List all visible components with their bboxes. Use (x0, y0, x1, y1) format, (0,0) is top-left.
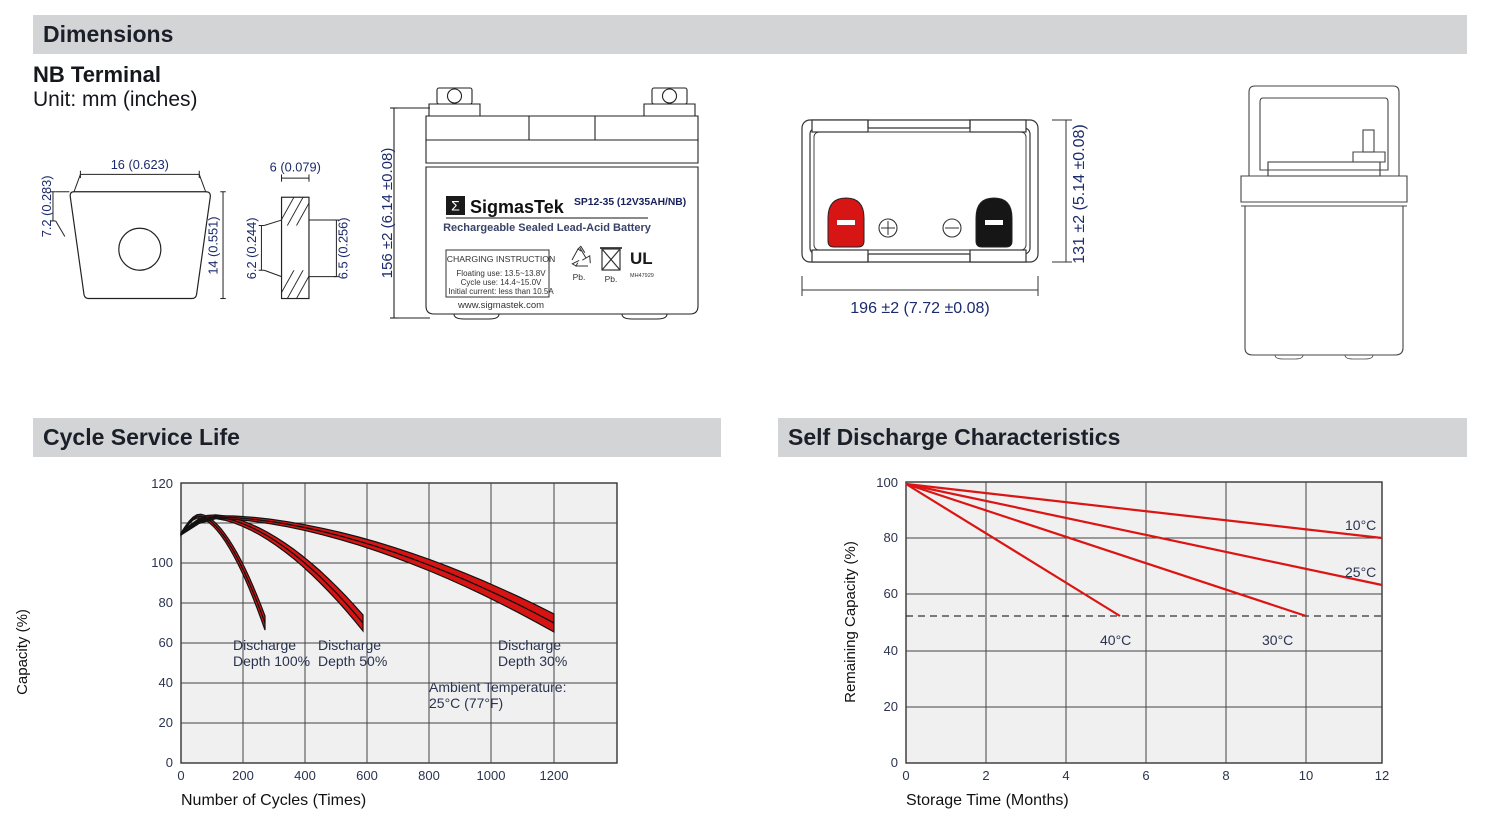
svg-text:Remaining Capacity (%): Remaining Capacity (%) (842, 541, 859, 703)
svg-text:20: 20 (884, 699, 898, 714)
svg-text:80: 80 (884, 530, 898, 545)
svg-text:0: 0 (891, 755, 898, 770)
svg-text:Storage Time (Months): Storage Time (Months) (906, 792, 1069, 809)
svg-text:10°C: 10°C (1345, 517, 1376, 533)
svg-text:12: 12 (1375, 768, 1389, 783)
svg-text:100: 100 (876, 475, 898, 490)
svg-text:6: 6 (1142, 768, 1149, 783)
svg-text:40°C: 40°C (1100, 632, 1131, 648)
svg-text:0: 0 (902, 768, 909, 783)
svg-text:60: 60 (884, 586, 898, 601)
svg-text:4: 4 (1062, 768, 1069, 783)
svg-text:25°C: 25°C (1345, 564, 1376, 580)
svg-text:10: 10 (1299, 768, 1313, 783)
svg-text:8: 8 (1222, 768, 1229, 783)
svg-text:40: 40 (884, 643, 898, 658)
svg-text:30°C: 30°C (1262, 632, 1293, 648)
svg-text:2: 2 (982, 768, 989, 783)
